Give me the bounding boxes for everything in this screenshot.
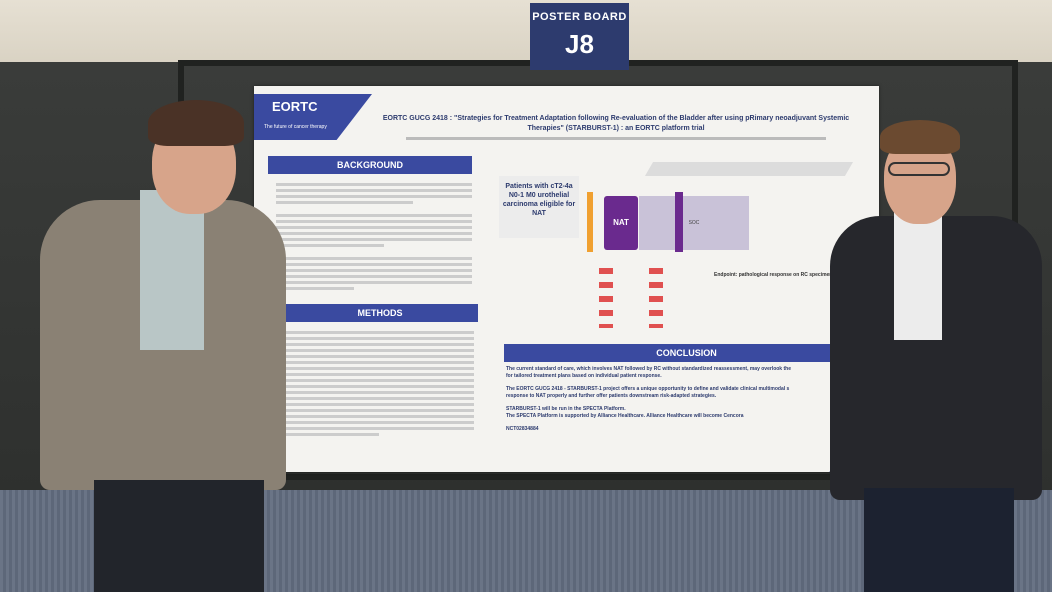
shirt — [140, 190, 204, 350]
conclusion-line: for tailored treatment plans based on in… — [506, 373, 662, 379]
timeline-markers-2 — [649, 268, 663, 328]
poster-board-sign: POSTER BOARD J8 — [530, 3, 629, 70]
logo-tagline: The future of cancer therapy — [264, 124, 327, 130]
nct-number: NCT02834884 — [506, 426, 539, 432]
background-text — [276, 180, 472, 293]
soc-bar: SOC — [639, 196, 749, 250]
timeline-markers-1 — [599, 268, 613, 328]
soc-arrow — [644, 162, 854, 176]
conclusion-line: The current standard of care, which invo… — [506, 366, 791, 372]
conclusion-text: The current standard of care, which invo… — [506, 366, 861, 433]
study-design-diagram: Patients with cT2-4a N0-1 M0 urothelial … — [499, 148, 869, 328]
person-right — [830, 118, 1044, 592]
sign-title: POSTER BOARD — [532, 11, 627, 23]
cystectomy-bar — [675, 192, 683, 252]
poster-title: EORTC GUCG 2418 : "Strategies for Treatm… — [382, 115, 850, 132]
conclusion-header: CONCLUSION — [504, 344, 869, 362]
methods-header: METHODS — [282, 304, 478, 322]
hair-right — [880, 120, 960, 154]
conclusion-line: The SPECTA Platform is supported by Alli… — [506, 413, 744, 419]
conclusion-line: response to NAT properly and further off… — [506, 393, 717, 399]
orange-bar — [587, 192, 593, 252]
trousers-right — [864, 488, 1014, 592]
logo-text: EORTC — [272, 99, 318, 114]
trousers — [94, 480, 264, 592]
conclusion-line: STARBURST-1 will be run in the SPECTA Pl… — [506, 406, 626, 412]
nat-box: NAT — [604, 196, 638, 250]
poster-authors — [366, 136, 866, 141]
white-shirt — [894, 210, 942, 340]
background-header: BACKGROUND — [268, 156, 472, 174]
person-left — [40, 100, 290, 592]
methods-text — [284, 328, 474, 439]
glasses-icon — [888, 162, 950, 176]
research-poster: EORTC The future of cancer therapy EORTC… — [254, 86, 879, 472]
endpoint-text: Endpoint: pathological response on RC sp… — [714, 272, 833, 278]
conclusion-line: The EORTC GUCG 2418 - STARBURST-1 projec… — [506, 386, 790, 392]
patients-box: Patients with cT2-4a N0-1 M0 urothelial … — [499, 176, 579, 238]
hair-left — [148, 100, 244, 146]
sign-code: J8 — [565, 29, 594, 59]
